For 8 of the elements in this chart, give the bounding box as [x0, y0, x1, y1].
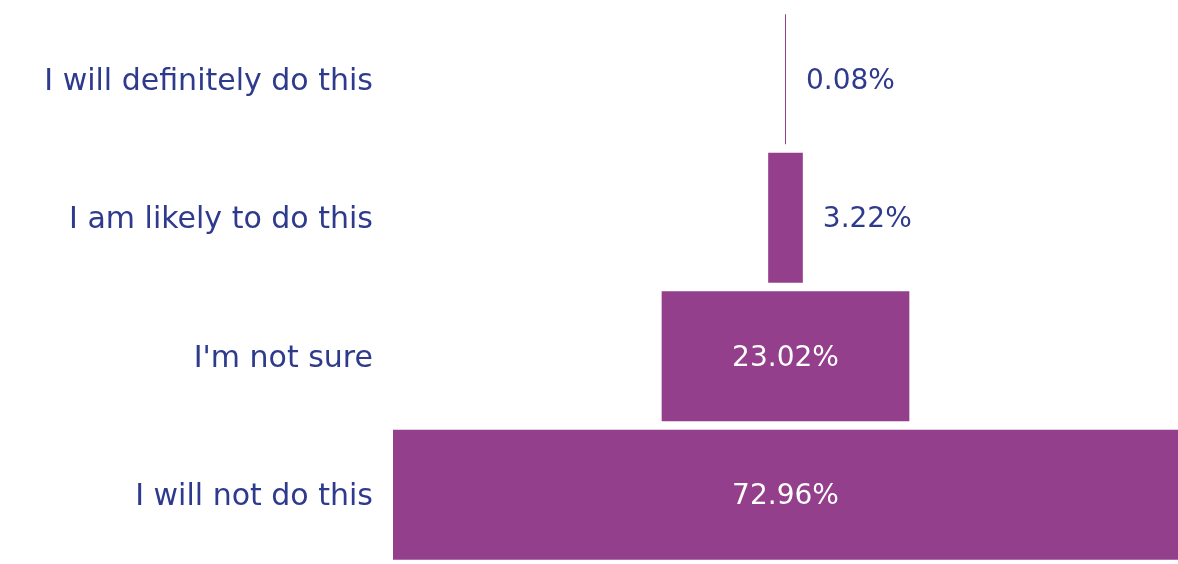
data-label: 72.96% [732, 478, 839, 512]
category-label: I am likely to do this [69, 200, 373, 236]
data-label: 23.02% [732, 339, 839, 373]
category-label: I will not do this [135, 477, 373, 513]
data-label: 0.08% [806, 62, 895, 96]
category-label: I will definitely do this [44, 61, 373, 97]
data-label: 3.22% [822, 201, 912, 235]
category-label: I'm not sure [193, 338, 373, 374]
